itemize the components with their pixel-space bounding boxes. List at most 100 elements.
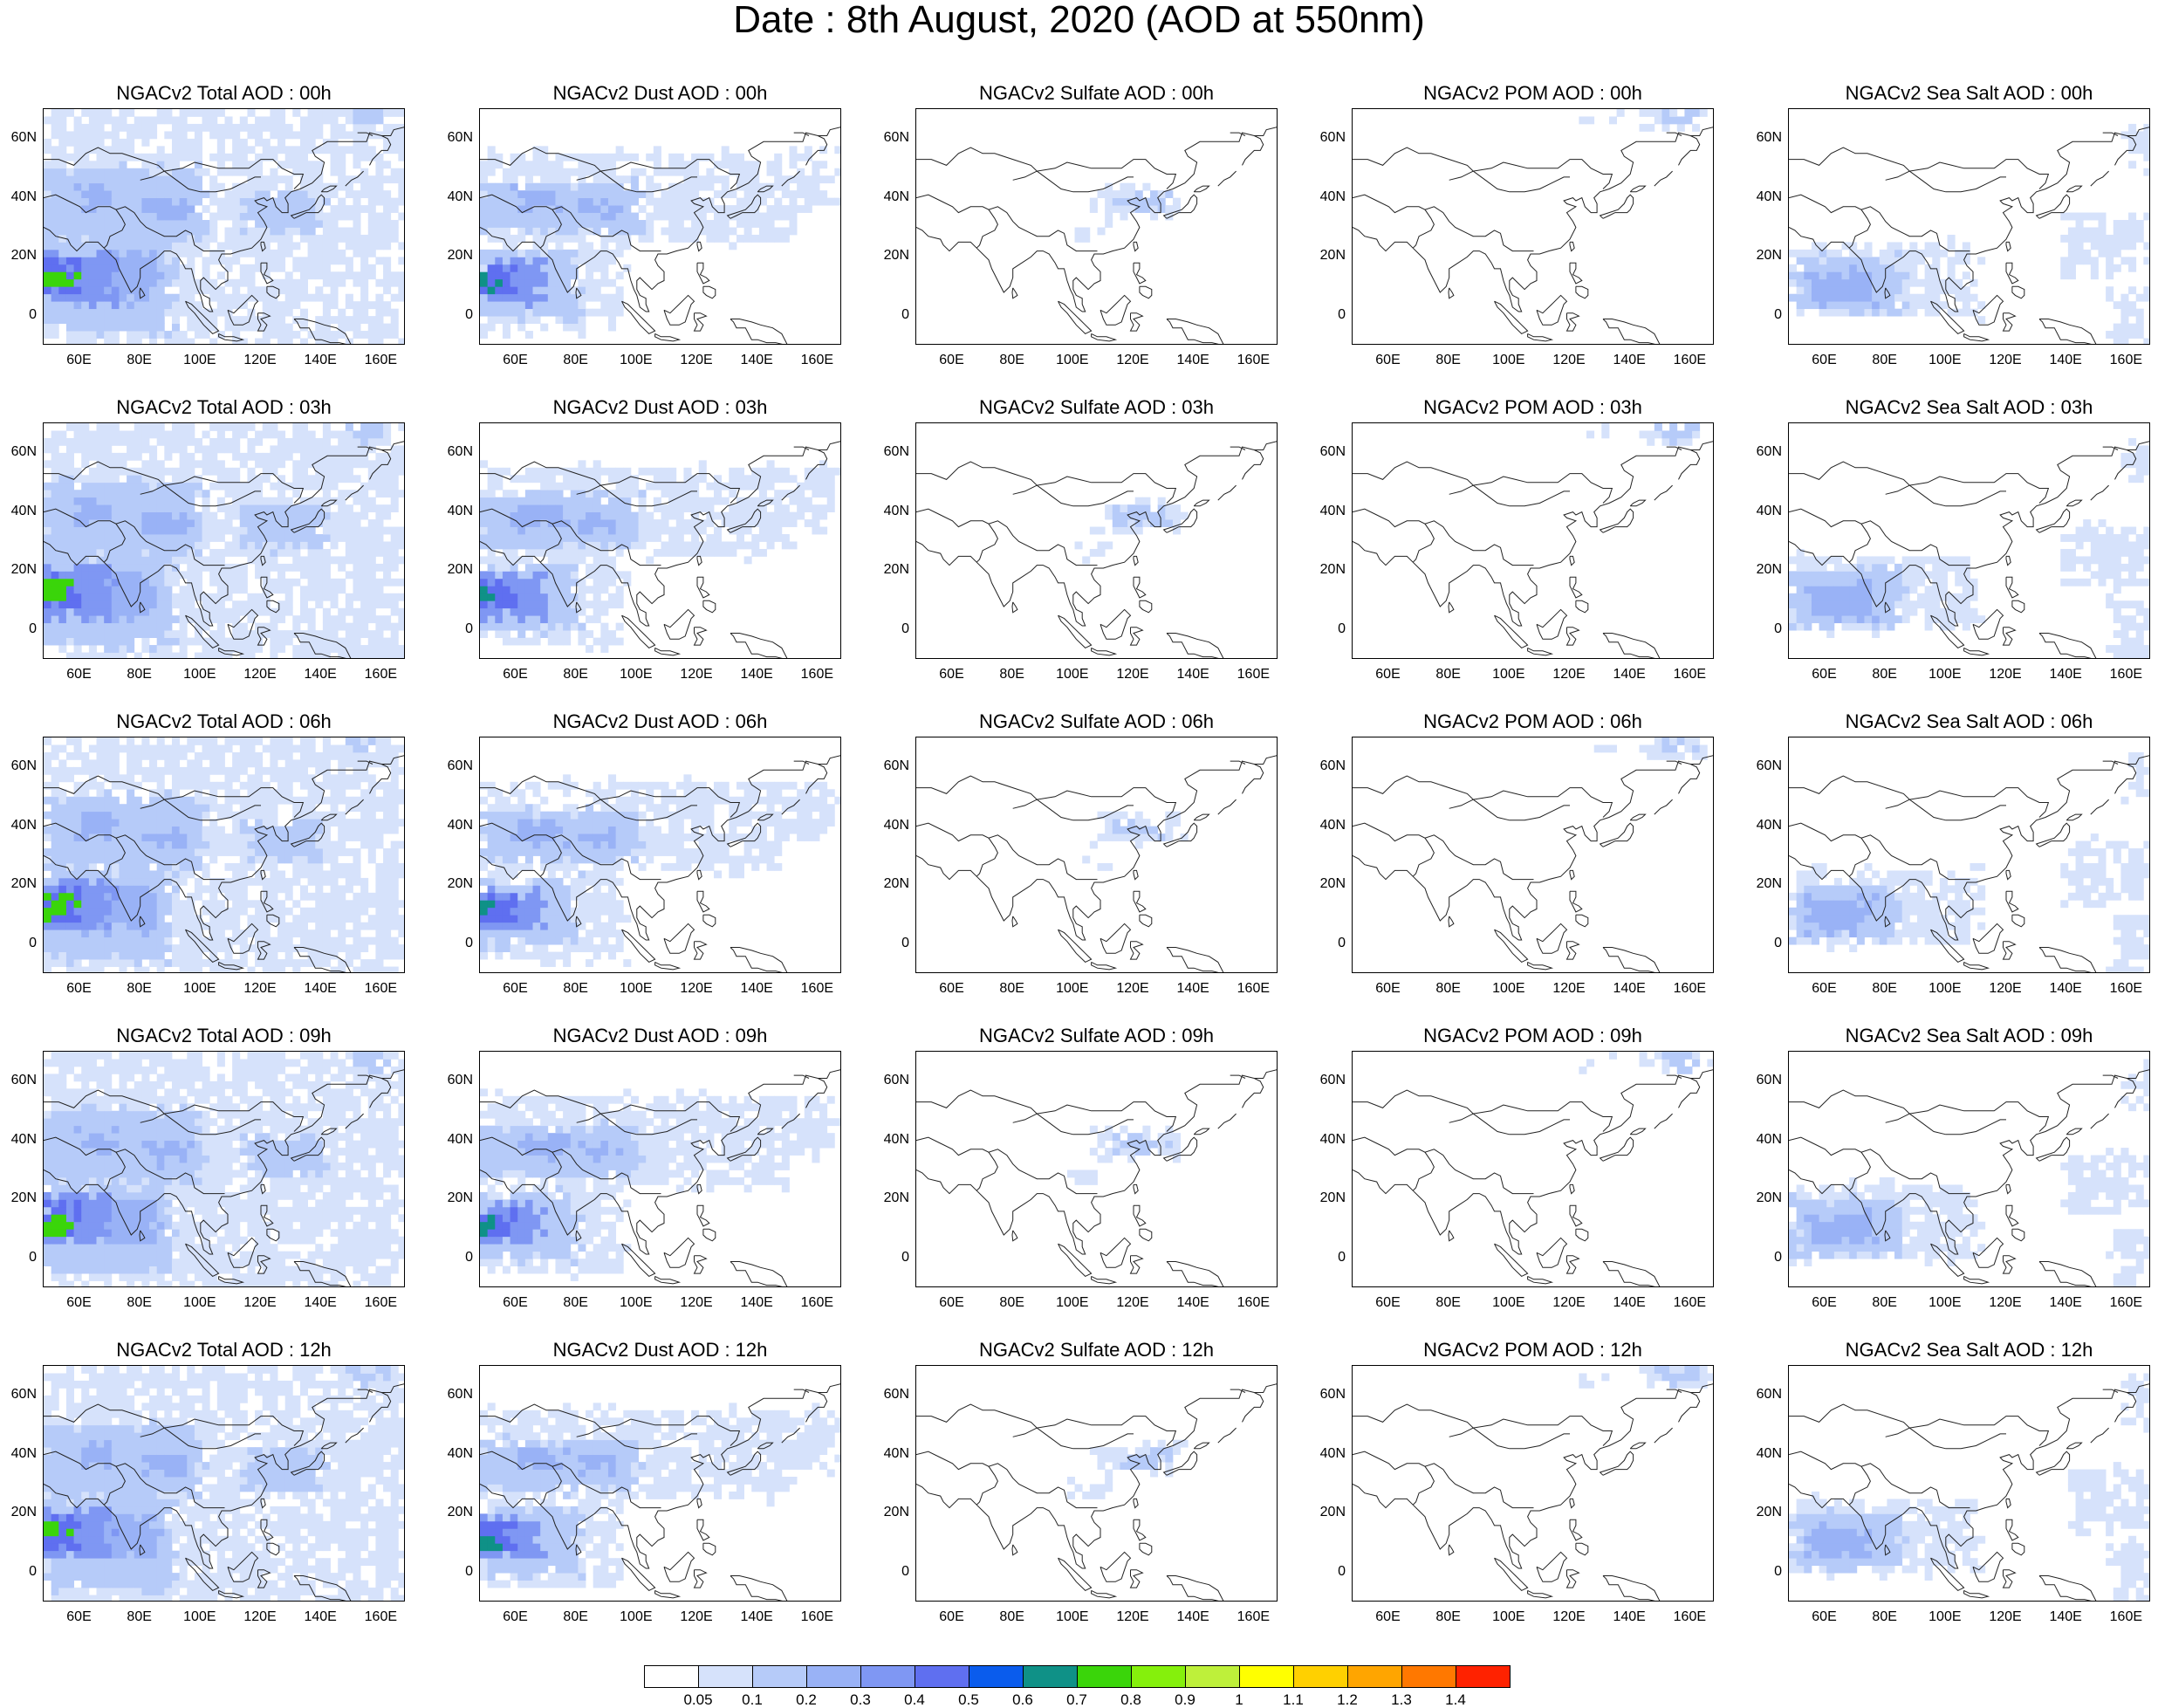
aod-cell [141, 331, 150, 339]
aod-cell [510, 578, 518, 586]
aod-cell [578, 301, 586, 310]
aod-cell [1977, 615, 1986, 624]
aod-cell [812, 182, 820, 191]
aod-cell [330, 316, 339, 324]
coastline [757, 499, 774, 507]
aod-cell [209, 308, 218, 317]
aod-cell [2113, 563, 2121, 572]
aod-cell [375, 278, 384, 287]
aod-cell [299, 271, 309, 280]
aod-cell [495, 593, 504, 601]
aod-cell [375, 467, 384, 476]
aod-cell [149, 534, 158, 542]
aod-cell [88, 437, 97, 446]
aod-cell [547, 556, 556, 565]
aod-cell [1924, 586, 1933, 594]
aod-cell [307, 586, 316, 594]
aod-cell [194, 323, 202, 332]
aod-cell [502, 556, 510, 565]
aod-cell [179, 116, 188, 125]
aod-cell [322, 423, 331, 431]
coastlines [44, 441, 404, 658]
coastline [480, 508, 661, 566]
aod-cell [353, 645, 361, 653]
aod-cell [2098, 548, 2107, 557]
aod-cell [510, 175, 518, 184]
aod-cell [570, 234, 579, 243]
aod-cell [232, 467, 241, 476]
aod-cell [141, 220, 150, 228]
aod-cell [480, 308, 489, 317]
aod-cell [1864, 571, 1873, 580]
aod-cell [834, 197, 840, 206]
aod-cell [495, 556, 504, 565]
aod-cell [398, 197, 404, 206]
aod-cell [375, 242, 384, 250]
aod-cell [202, 645, 210, 653]
aod-cell [96, 234, 105, 243]
aod-cell [127, 220, 135, 228]
aod-cell [202, 534, 210, 542]
aod-cell [65, 600, 74, 609]
aod-cell [315, 323, 324, 332]
aod-cell [563, 227, 572, 236]
aod-cell [58, 293, 67, 302]
aod-cell [2098, 220, 2107, 228]
aod-cell [156, 242, 165, 250]
aod-cell [284, 249, 293, 257]
aod-cell [532, 161, 541, 169]
aod-cell [345, 316, 353, 324]
aod-cell [578, 293, 586, 302]
aod-cell [299, 293, 309, 302]
aod-cell [216, 430, 225, 439]
coastline [1353, 508, 1534, 566]
aod-cell [2135, 331, 2144, 339]
aod-cell [255, 556, 264, 565]
aod-cell [284, 197, 293, 206]
aod-cell [706, 234, 715, 243]
aod-cell [277, 482, 286, 490]
aod-cell [375, 234, 384, 243]
aod-cell [743, 220, 752, 228]
aod-cell [1947, 622, 1956, 631]
aod-cell [44, 175, 52, 184]
aod-cell [751, 182, 760, 191]
aod-cell [758, 467, 767, 476]
aod-cell [1856, 249, 1865, 257]
aod-cell [547, 586, 556, 594]
aod-cell [517, 249, 526, 257]
aod-cell [171, 308, 181, 317]
aod-cell [2060, 556, 2069, 565]
aod-cell [156, 168, 165, 176]
aod-cell [375, 301, 384, 310]
aod-cell [202, 563, 210, 572]
aod-cell [2128, 308, 2137, 317]
coastline [976, 523, 998, 563]
aod-cell [119, 607, 127, 616]
aod-cell [615, 637, 624, 646]
aod-cell [390, 490, 399, 498]
aod-cell [277, 242, 286, 250]
aod-cell [187, 316, 195, 324]
coastline [726, 508, 762, 533]
aod-cell [532, 475, 541, 484]
aod-cell [524, 578, 533, 586]
aod-cell [487, 467, 496, 476]
aod-cell [44, 168, 52, 176]
aod-cell [398, 278, 404, 287]
aod-cell [58, 630, 67, 638]
aod-cell [714, 190, 723, 199]
aod-cell [2098, 578, 2107, 586]
aod-cell [88, 490, 97, 498]
aod-cell [119, 278, 127, 287]
aod-cell [524, 600, 533, 609]
aod-cell [555, 504, 564, 513]
aod-cell [578, 548, 586, 557]
aod-cell [706, 548, 715, 557]
aod-cell [774, 234, 783, 243]
aod-cell [555, 571, 564, 580]
aod-cell [315, 175, 324, 184]
aod-cell [299, 445, 309, 454]
aod-cell [73, 234, 82, 243]
aod-cell [284, 175, 293, 184]
